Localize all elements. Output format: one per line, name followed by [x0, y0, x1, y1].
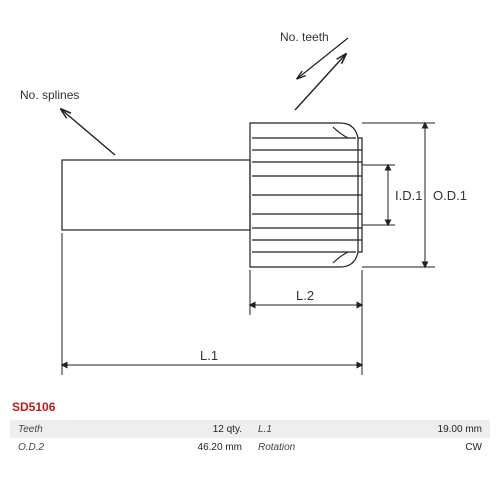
dim-id1-label: I.D.1	[395, 188, 422, 203]
spec-label: O.D.2	[10, 438, 130, 456]
leader-no-splines	[62, 110, 115, 155]
spec-label: L.1	[250, 420, 370, 438]
spec-value: CW	[370, 438, 490, 456]
dim-od1-label: O.D.1	[433, 188, 467, 203]
spec-value: 19.00 mm	[370, 420, 490, 438]
shaft-body	[62, 160, 250, 230]
spec-label: Teeth	[10, 420, 130, 438]
annot-no-splines: No. splines	[20, 88, 79, 102]
leader-no-teeth	[295, 55, 345, 110]
part-number: SD5106	[12, 400, 55, 414]
dim-l1-label: L.1	[200, 348, 218, 363]
spec-value: 46.20 mm	[130, 438, 250, 456]
table-row: O.D.2 46.20 mm Rotation CW	[10, 438, 490, 456]
spec-value: 12 qty.	[130, 420, 250, 438]
spec-table: Teeth 12 qty. L.1 19.00 mm O.D.2 46.20 m…	[10, 420, 490, 456]
gear-head	[250, 123, 362, 267]
table-row: Teeth 12 qty. L.1 19.00 mm	[10, 420, 490, 438]
spec-label: Rotation	[250, 438, 370, 456]
technical-drawing: I.D.1 O.D.1 L.2 L.1 No. teet	[0, 0, 500, 420]
dim-l2-label: L.2	[296, 288, 314, 303]
annot-no-teeth: No. teeth	[280, 30, 329, 44]
